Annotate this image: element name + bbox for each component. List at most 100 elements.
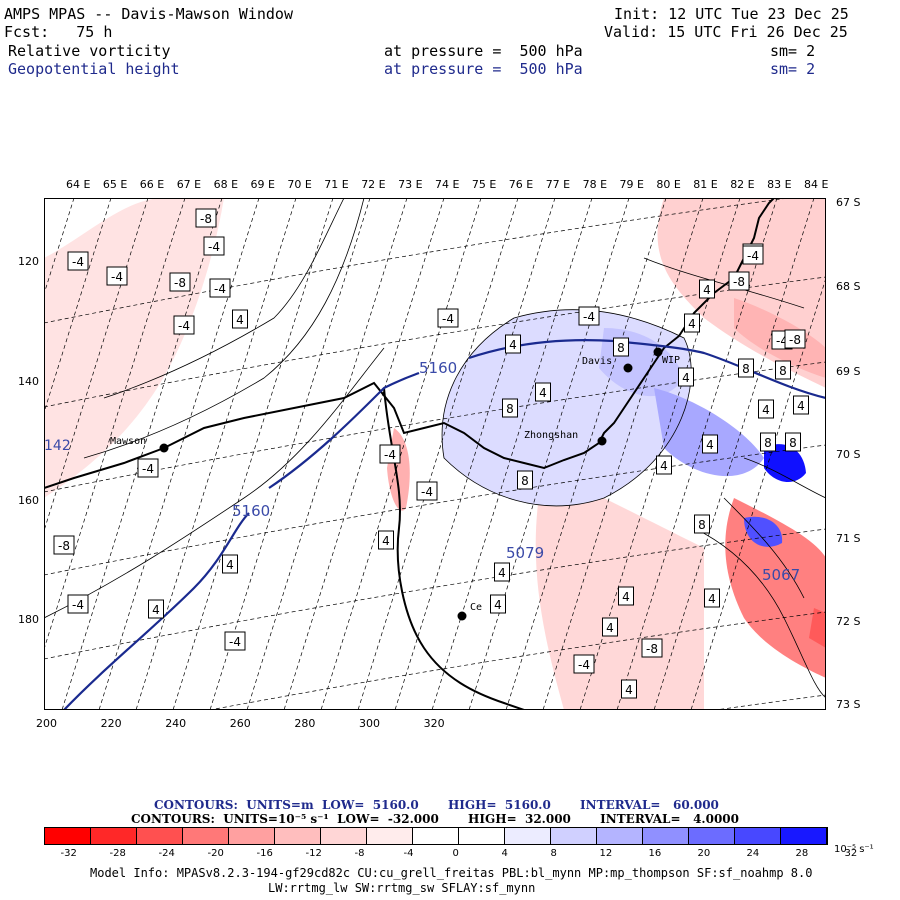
meridian-line bbox=[98, 198, 260, 710]
colorbar-segment bbox=[551, 828, 597, 844]
field1-smoothing: sm= 2 bbox=[770, 42, 816, 60]
vort-label-text: 4 bbox=[152, 603, 160, 617]
longitude-label: 72 E bbox=[361, 178, 386, 191]
vort-label-box bbox=[494, 562, 510, 582]
station-marker-davis bbox=[623, 363, 633, 373]
colorbar-tick-label: 28 bbox=[795, 848, 809, 859]
forecast-hour: Fcst: 75 h bbox=[4, 23, 113, 41]
station-label-mawson: Mawson bbox=[110, 436, 146, 447]
vort-label-box bbox=[784, 329, 806, 349]
colorbar-segment bbox=[413, 828, 459, 844]
vorticity-box-labels: -8-4-4-4-8-4-44-4-44-44884484-484-4488-4… bbox=[53, 208, 809, 699]
station-label-ce: Ce bbox=[470, 602, 482, 613]
vort-label-text: -4 bbox=[421, 485, 433, 499]
stations: Mawson Davis WIP Zhongshan Ce bbox=[110, 347, 680, 621]
colorbar-tick-label: -32 bbox=[60, 848, 77, 859]
vort-label-text: -8 bbox=[58, 539, 70, 553]
height-label: 142 bbox=[44, 438, 71, 454]
vort-label-box bbox=[738, 358, 754, 378]
vort-label-box bbox=[224, 631, 246, 651]
height-contour-5160-c bbox=[468, 339, 826, 400]
meridian-line bbox=[44, 198, 149, 532]
valid-time: Valid: 15 UTC Fri 26 Dec 25 bbox=[604, 23, 848, 41]
vort-label-box bbox=[641, 638, 663, 658]
vort-label-text: -4 bbox=[776, 334, 788, 348]
negative-vort-region bbox=[654, 388, 764, 477]
vort-label-text: 4 bbox=[762, 403, 770, 417]
meridian-line bbox=[616, 198, 778, 710]
colorbar-segment bbox=[735, 828, 781, 844]
vort-contour bbox=[743, 457, 826, 499]
vort-label-text: 8 bbox=[779, 364, 787, 378]
longitude-label: 71 E bbox=[324, 178, 349, 191]
longitude-label: 65 E bbox=[102, 178, 128, 191]
vort-label-box bbox=[684, 313, 700, 333]
longitude-label: 82 E bbox=[730, 178, 755, 191]
latitude-label: 68 S bbox=[836, 280, 861, 293]
vort-label-text: -4 bbox=[578, 658, 590, 672]
longitude-label: 69 E bbox=[250, 178, 275, 191]
vort-label-box bbox=[760, 432, 776, 452]
vort-label-text: -8 bbox=[733, 275, 745, 289]
vort-contour bbox=[723, 497, 805, 599]
longitude-label: 84 E bbox=[804, 178, 829, 191]
vort-label-box bbox=[728, 271, 750, 291]
vort-label-text: 4 bbox=[708, 592, 716, 606]
vort-label-box bbox=[222, 554, 238, 574]
vort-contour bbox=[83, 198, 365, 459]
colorbar-tick-label: -20 bbox=[207, 848, 224, 859]
station-marker-wip bbox=[653, 347, 663, 357]
height-contours bbox=[63, 339, 826, 710]
model-info-line1: Model Info: MPASv8.2.3-194-gf29cd82c CU:… bbox=[90, 866, 813, 880]
vort-label-text: -4 bbox=[142, 462, 154, 476]
vort-label-box bbox=[517, 470, 533, 490]
vort-label-text: 8 bbox=[617, 341, 625, 355]
x-tick-label: 320 bbox=[423, 717, 445, 730]
parallel-line bbox=[44, 361, 826, 493]
colorbar-tick-label: -16 bbox=[256, 848, 273, 859]
longitude-label: 77 E bbox=[545, 178, 571, 191]
vort-label-box bbox=[106, 266, 128, 286]
vort-label-box bbox=[678, 367, 694, 387]
vort-label-text: 4 bbox=[606, 621, 614, 635]
map-canvas: 5160 5160 5079 5067 142 -8-4-4-4 -8 -4-4 4-… bbox=[44, 198, 826, 710]
meridian-line bbox=[431, 198, 593, 710]
vort-label-box bbox=[53, 535, 75, 555]
colorbar-segment bbox=[781, 828, 827, 844]
meridian-line bbox=[690, 276, 826, 710]
latitude-label: 71 S bbox=[836, 532, 861, 545]
longitude-label: 75 E bbox=[471, 178, 497, 191]
meridian-line bbox=[653, 198, 815, 710]
positive-vort-region bbox=[725, 498, 826, 678]
colorbar-tick-label: -24 bbox=[158, 848, 175, 859]
negative-vort-region bbox=[442, 309, 692, 506]
colorbar bbox=[44, 827, 828, 845]
vort-label-box bbox=[378, 530, 394, 550]
vort-label-text: -4 bbox=[111, 270, 123, 284]
vort-label-text: -8 bbox=[789, 333, 801, 347]
vort-label-text: 4 bbox=[236, 313, 244, 327]
colorbar-tick-label: 0 bbox=[452, 848, 459, 859]
vort-label-box bbox=[656, 455, 672, 475]
colorbar-segment bbox=[597, 828, 643, 844]
vort-label-text: 4 bbox=[688, 317, 696, 331]
vort-label-box bbox=[379, 444, 401, 464]
meridian-line bbox=[357, 198, 519, 710]
height-label: 5067 bbox=[762, 566, 800, 584]
vort-label-box bbox=[505, 334, 521, 354]
vort-contour bbox=[103, 198, 345, 399]
vort-contour bbox=[441, 309, 692, 507]
parallel-line bbox=[207, 611, 826, 710]
vort-label-text: 4 bbox=[660, 459, 668, 473]
colorbar-segment bbox=[689, 828, 735, 844]
parallel-line bbox=[44, 528, 826, 660]
field2-level: at pressure = 500 hPa bbox=[384, 60, 583, 78]
vort-label-box bbox=[416, 481, 438, 501]
colorbar-tick-label: 32 bbox=[844, 848, 858, 859]
station-label-wip: WIP bbox=[662, 355, 680, 366]
colorbar-segment bbox=[275, 828, 321, 844]
longitude-label: 66 E bbox=[139, 178, 165, 191]
colorbar-segment bbox=[229, 828, 275, 844]
vort-label-text: 4 bbox=[539, 386, 547, 400]
height-contour-info: CONTOURS: UNITS=m LOW= 5160.0 HIGH= 5160… bbox=[154, 798, 719, 812]
